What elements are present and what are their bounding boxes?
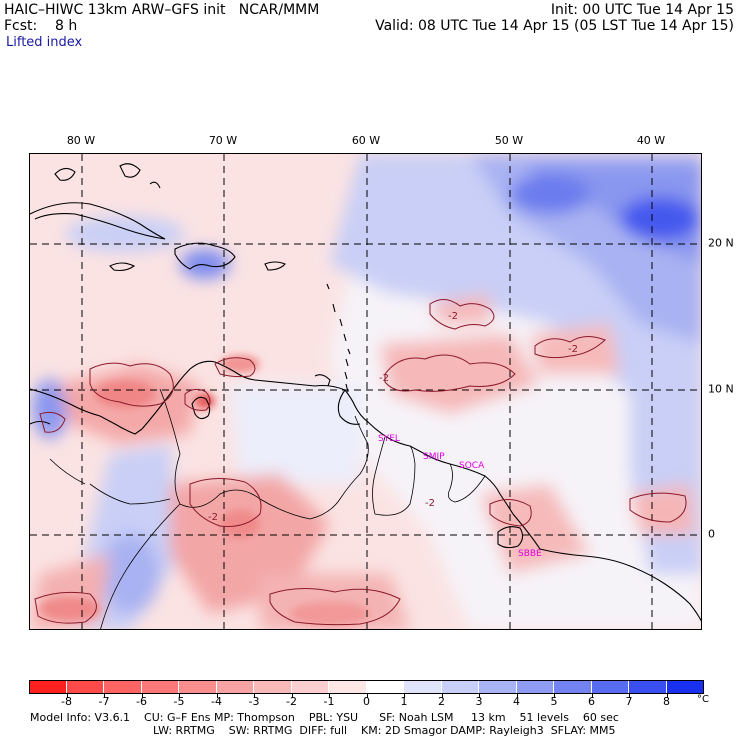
colorbar-tick [141,694,143,698]
colorbar-swatch [104,680,142,694]
colorbar-tick-label: 4 [513,695,520,708]
colorbar-swatch [291,680,329,694]
colorbar-swatch [66,680,104,694]
colorbar-tick-label: -8 [61,695,72,708]
contour-label: -2 [568,344,578,355]
lon-label-60w: 60 W [351,134,381,147]
colorbar-tick [516,694,518,698]
colorbar-tick-label: 2 [438,695,445,708]
colorbar-tick-label: -2 [286,695,297,708]
colorbar-tick [179,694,180,698]
lon-label-50w: 50 W [494,134,524,147]
colorbar-tick-label: -7 [98,695,110,708]
colorbar-tick-label: 1 [400,695,408,708]
model-info-line2: LW: RRTMG SW: RRTMG DIFF: full KM: 2D Sm… [153,724,616,737]
lon-label-70w: 70 W [208,134,238,147]
lat-label-10n: 10 N [708,382,734,396]
colorbar-tick [479,694,480,698]
coastlines [30,163,701,622]
colorbar-swatch [516,680,554,694]
forecast-hour: Fcst: 8 h [4,18,78,34]
colorbar-tick-label: 6 [588,695,595,708]
colorbar-frame [29,680,704,694]
colorbar-tick [291,694,293,698]
colorbar-swatch [366,680,404,694]
colorbar-tick-label: -5 [173,695,185,708]
colorbar-tick [629,694,630,698]
colorbar-tick-label: 5 [550,695,558,708]
colorbar-tick-label: 7 [625,695,633,708]
colorbar-tick-label: -1 [323,695,335,708]
contour-label: -2 [208,512,218,523]
init-time: Init: 00 UTC Tue 14 Apr 15 [550,2,734,18]
colorbar-tick-label: -3 [248,695,260,708]
colorbar-tick [404,694,405,698]
contours-minus2 [34,299,687,626]
station-label: SYEL [378,434,400,444]
valid-time: Valid: 08 UTC Tue 14 Apr 15 (05 LST Tue … [375,18,734,34]
colorbar-swatch [404,680,442,694]
colorbar-tick-label: 8 [663,695,670,708]
colorbar-tick [329,694,330,698]
colorbar-tick-label: 3 [475,695,483,708]
colorbar-tick [254,694,255,698]
colorbar-swatch [29,680,67,694]
lat-label-0: 0 [708,527,715,541]
colorbar-tick-label: 0 [363,695,370,708]
colorbar-swatch [216,680,254,694]
station-label: SBBE [518,549,542,559]
colorbar-swatch [629,680,667,694]
graticule [30,154,701,629]
field-name: Lifted index [6,35,83,50]
colorbar-swatch [441,680,479,694]
colorbar-tick [666,694,668,698]
colorbar-swatch [554,680,592,694]
colorbar-unit: °C [697,694,709,705]
colorbar-swatch [254,680,292,694]
colorbar-swatch [479,680,517,694]
colorbar-tick-label: -6 [136,695,147,708]
field-cores [40,355,370,626]
contour-label: -2 [425,498,435,509]
lat-label-20n: 20 N [708,236,734,250]
colorbar-tick [554,694,555,698]
colorbar-tick-label: -4 [211,695,222,708]
contour-label: -2 [379,373,389,384]
colorbar-swatch [141,680,179,694]
model-info-line1: Model Info: V3.6.1 CU: G–F Ens MP: Thomp… [30,711,619,724]
colorbar-tick [104,694,105,698]
colorbar-tick [366,694,368,698]
colorbar-swatch [591,680,629,694]
lifted-index-map: -2 -2 -2 -2 -2 SYEL SMJP SOCA SBBE [29,153,702,630]
lon-label-80w: 80 W [66,134,96,147]
model-title: HAIC–HIWC 13km ARW–GFS init NCAR/MMM [4,2,320,18]
colorbar-tick [591,694,593,698]
colorbar-tick [441,694,443,698]
station-label: SOCA [459,461,485,471]
colorbar-swatch [179,680,217,694]
station-label: SMJP [423,452,445,462]
lon-label-40w: 40 W [636,134,666,147]
colorbar-tick [216,694,218,698]
field-shading [30,154,701,629]
contour-label: -2 [448,311,458,322]
colorbar-swatch [329,680,367,694]
colorbar-tick [66,694,68,698]
